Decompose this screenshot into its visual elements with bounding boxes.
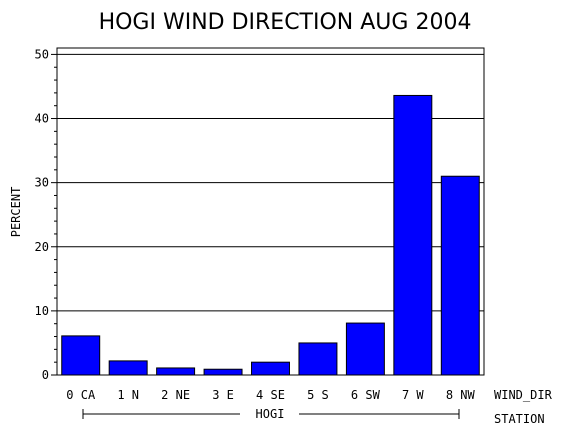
bar-1-n [108,360,148,376]
y-tick-label: 40 [35,112,49,126]
x-tick-label: 4 SE [256,388,285,402]
station-axis-label: STATION [494,412,545,426]
bar-7-w [393,94,433,376]
station-bracket: HOGI [82,407,460,421]
bar-5-s [298,342,338,376]
bar-3-e [203,368,243,376]
y-tick-label: 10 [35,304,49,318]
x-tick-label: 0 CA [66,388,96,402]
chart-title: HOGI WIND DIRECTION AUG 2004 [99,10,472,35]
x-tick-label: 5 S [307,388,329,402]
plot-frame [56,47,485,376]
x-tick-label: 3 E [212,388,234,402]
y-tick-label: 50 [35,47,49,61]
bar-0-ca [61,335,101,376]
x-axis: 0 CA 1 N 2 NE 3 E 4 SE 5 S 6 SW 7 W 8 NW [66,388,475,402]
y-axis-label: PERCENT [9,187,23,238]
y-axis: 0 10 20 30 40 50 [35,47,57,382]
bar-6-sw [345,322,385,376]
bar-8-nw [440,175,480,376]
y-tick-label: 20 [35,240,49,254]
bars [61,94,480,376]
y-tick-label: 30 [35,176,49,190]
x-tick-label: 6 SW [351,388,381,402]
x-axis-label: WIND_DIR [494,388,553,402]
x-tick-label: 1 N [117,388,139,402]
station-group-label: HOGI [256,407,285,421]
bar-4-se [251,361,290,376]
x-tick-label: 8 NW [446,388,476,402]
bar-2-ne [156,367,196,376]
x-tick-label: 7 W [402,388,424,402]
y-tick-label: 0 [42,368,49,382]
x-tick-label: 2 NE [161,388,190,402]
